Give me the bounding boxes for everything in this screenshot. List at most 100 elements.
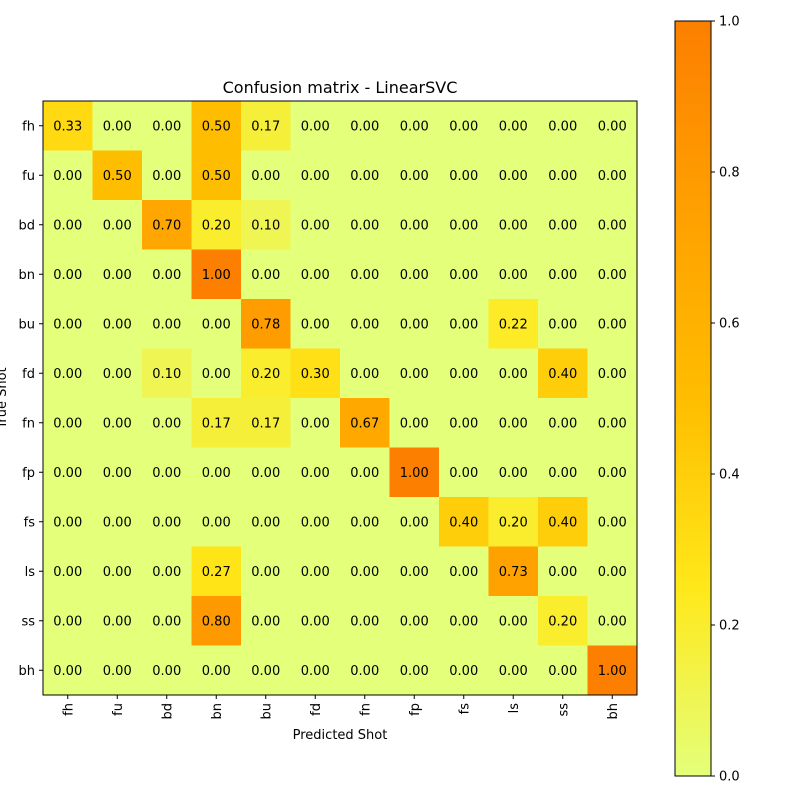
cell-value-label: 0.33 — [53, 119, 82, 134]
heatmap-cell — [439, 249, 489, 300]
cell-value-label: 0.00 — [350, 614, 379, 629]
cell-value-label: 0.00 — [499, 119, 528, 134]
cell-value-label: 0.00 — [152, 466, 181, 481]
cell-value-label: 1.00 — [598, 664, 627, 679]
cell-value-label: 0.00 — [53, 218, 82, 233]
cell-value-label: 0.00 — [548, 664, 577, 679]
cell-value-label: 0.00 — [350, 119, 379, 134]
cell-value-label: 0.00 — [152, 515, 181, 530]
heatmap-cell — [142, 546, 192, 597]
heatmap-cell — [538, 398, 588, 448]
cell-value-label: 0.17 — [251, 416, 280, 431]
heatmap-cell — [488, 348, 539, 399]
heatmap-cell — [290, 200, 341, 250]
heatmap-cell — [389, 645, 440, 696]
heatmap-cell — [439, 398, 489, 448]
cell-value-label: 0.67 — [350, 416, 379, 431]
chart-title: Confusion matrix - LinearSVC — [223, 78, 458, 97]
cell-value-label: 1.00 — [202, 268, 231, 283]
cell-value-label: 0.00 — [202, 317, 231, 332]
heatmap-cell — [439, 200, 489, 250]
cell-value-label: 0.00 — [53, 169, 82, 184]
heatmap-cell — [92, 249, 143, 300]
x-tick-label: ss — [556, 703, 571, 717]
colorbar-ticks: 0.0 0.2 0.4 0.6 0.8 1.0 — [711, 15, 740, 785]
cell-value-label: 0.00 — [499, 218, 528, 233]
cell-value-label: 0.00 — [449, 614, 478, 629]
cell-value-label: 0.00 — [499, 614, 528, 629]
cell-value-label: 0.00 — [548, 169, 577, 184]
heatmap-cell — [241, 150, 291, 201]
cell-value-label: 0.00 — [301, 119, 330, 134]
heatmap-cell — [389, 249, 440, 300]
heatmap-cell — [439, 447, 489, 498]
cell-value-label: 0.00 — [152, 119, 181, 134]
cell-value-label: 0.00 — [499, 367, 528, 382]
heatmap-cell — [389, 497, 440, 547]
heatmap-cell — [488, 596, 539, 646]
cell-value-label: 0.20 — [202, 218, 231, 233]
y-axis-ticks: fh fu bd bn bu fd fn fp fs ls ss bh — [18, 119, 43, 679]
heatmap-cell — [43, 299, 93, 349]
heatmap-cell — [538, 150, 588, 201]
y-tick-label: bh — [19, 664, 36, 679]
heatmap-cell — [439, 546, 489, 597]
heatmap-cell — [290, 596, 341, 646]
heatmap-cell — [43, 150, 93, 201]
heatmap-cell — [191, 398, 242, 448]
heatmap-cell — [488, 398, 539, 448]
cell-value-label: 0.20 — [548, 614, 577, 629]
cell-value-label: 0.27 — [202, 565, 231, 580]
cell-value-label: 0.00 — [301, 614, 330, 629]
heatmap-cell — [340, 249, 390, 300]
cell-value-label: 0.20 — [499, 515, 528, 530]
heatmap-cell — [439, 348, 489, 399]
cell-value-label: 0.50 — [202, 119, 231, 134]
cell-value-label: 0.00 — [301, 218, 330, 233]
y-tick-label: fu — [22, 169, 35, 184]
heatmap-cell — [191, 497, 242, 547]
cell-value-label: 0.00 — [103, 268, 132, 283]
heatmap-cell — [340, 398, 390, 448]
cell-value-label: 0.00 — [350, 515, 379, 530]
colorbar-tick-label: 0.4 — [719, 468, 740, 483]
colorbar-tick-label: 0.6 — [719, 317, 740, 332]
colorbar — [674, 20, 712, 777]
heatmap-cell — [241, 447, 291, 498]
heatmap-cell — [340, 348, 390, 399]
cell-value-label: 0.00 — [449, 169, 478, 184]
cell-value-label: 0.00 — [499, 169, 528, 184]
heatmap-cell — [389, 447, 440, 498]
heatmap-cell — [290, 447, 341, 498]
heatmap-cell — [340, 596, 390, 646]
cell-value-label: 0.00 — [152, 614, 181, 629]
heatmap-cell — [340, 546, 390, 597]
heatmap-cell — [488, 447, 539, 498]
heatmap-cell — [142, 200, 192, 250]
y-tick-label: fh — [22, 119, 35, 134]
cell-value-label: 0.00 — [598, 416, 627, 431]
heatmap-cell — [389, 299, 440, 349]
heatmap-cell — [389, 398, 440, 448]
cell-value-label: 0.17 — [251, 119, 280, 134]
heatmap-cell — [587, 497, 638, 547]
cell-value-label: 0.00 — [350, 268, 379, 283]
cell-value-label: 0.00 — [350, 664, 379, 679]
cell-value-label: 0.00 — [548, 565, 577, 580]
cell-value-label: 0.00 — [400, 317, 429, 332]
heatmap-cell — [389, 101, 440, 151]
cell-value-label: 0.00 — [548, 416, 577, 431]
heatmap-cell — [142, 348, 192, 399]
cell-value-label: 0.73 — [499, 565, 528, 580]
heatmap-cell — [340, 150, 390, 201]
cell-value-label: 0.10 — [152, 367, 181, 382]
cell-value-label: 0.00 — [53, 317, 82, 332]
cell-value-label: 0.00 — [499, 268, 528, 283]
cell-value-label: 0.40 — [548, 367, 577, 382]
heatmap-cell — [587, 348, 638, 399]
cell-value-label: 0.00 — [400, 268, 429, 283]
heatmap-cell — [241, 299, 291, 349]
heatmap-cell — [488, 497, 539, 547]
heatmap-cell — [439, 101, 489, 151]
cell-value-label: 0.00 — [103, 416, 132, 431]
